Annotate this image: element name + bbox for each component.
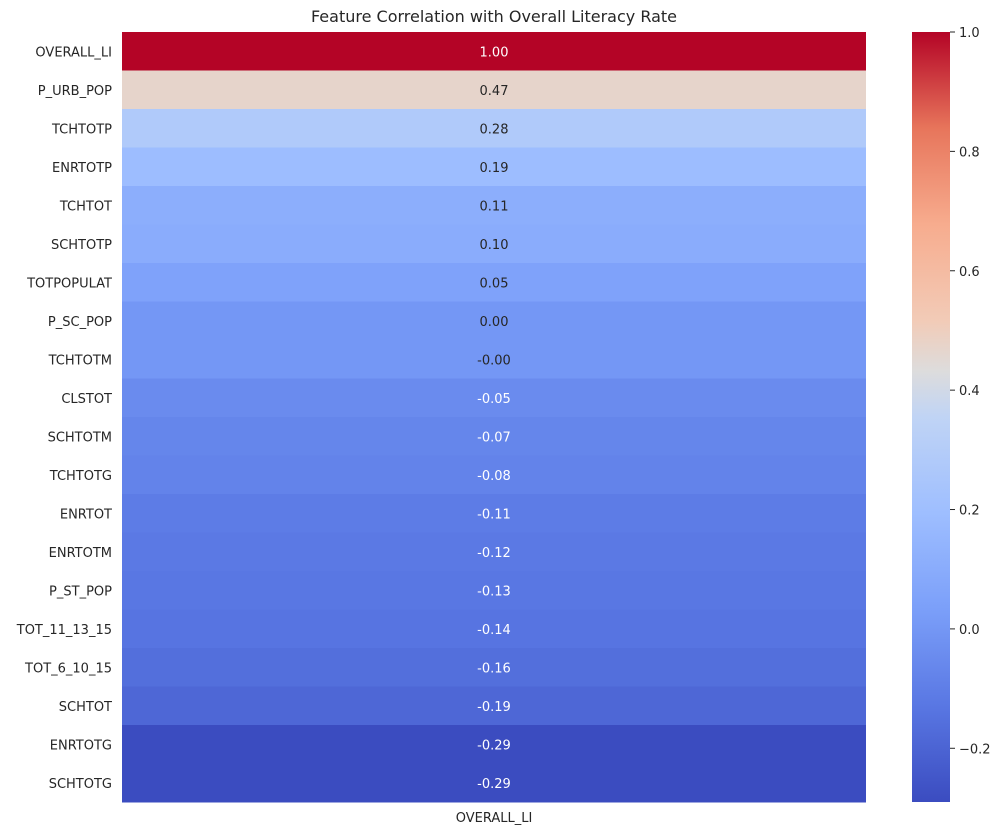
row-label: SCHTOT [59, 700, 112, 715]
cell-value-label: 0.28 [480, 122, 509, 137]
colorbar-tick-label: −0.2 [959, 742, 991, 757]
row-label: TOT_6_10_15 [24, 661, 112, 676]
heatmap-cell [122, 224, 866, 264]
heatmap-cell [122, 340, 866, 379]
row-label: ENRTOTP [52, 161, 112, 176]
cell-value-label: -0.19 [477, 700, 511, 715]
cell-value-label: -0.08 [477, 469, 511, 484]
heatmap-cell [122, 609, 866, 649]
row-label: TCHTOT [59, 199, 112, 214]
row-label: TCHTOTM [48, 353, 112, 368]
chart-title: Feature Correlation with Overall Literac… [311, 7, 677, 26]
cell-value-label: -0.11 [477, 507, 511, 522]
colorbar-tick-label: 1.0 [959, 26, 980, 41]
heatmap-cell [122, 32, 866, 71]
cell-value-label: 0.11 [480, 199, 509, 214]
row-label: TCHTOTG [49, 469, 112, 484]
row-label: SCHTOTG [49, 777, 112, 792]
row-label: ENRTOT [60, 507, 112, 522]
colorbar-tick-label: 0.8 [959, 145, 980, 160]
cell-value-label: 0.10 [480, 238, 509, 253]
colorbar-tick-label: 0.6 [959, 265, 980, 280]
colorbar-tick-label: 0.4 [959, 384, 980, 399]
cell-value-label: -0.29 [477, 777, 511, 792]
heatmap-cell [122, 147, 866, 187]
cell-value-label: 0.19 [480, 161, 509, 176]
heatmap-cell [122, 686, 866, 726]
heatmap-cell [122, 417, 866, 456]
heatmap-cell [122, 648, 866, 687]
colorbar-tick-label: 0.0 [959, 623, 980, 638]
row-label: SCHTOTP [51, 238, 112, 253]
cell-value-label: -0.14 [477, 623, 511, 638]
cell-value-label: -0.13 [477, 584, 511, 599]
cell-value-label: 0.00 [480, 315, 509, 330]
row-label: ENRTOTG [50, 738, 112, 753]
column-labels: OVERALL_LI [456, 811, 533, 826]
heatmap-cell [122, 763, 866, 803]
colorbar [912, 32, 950, 802]
row-label: ENRTOTM [49, 546, 112, 561]
heatmap-cell [122, 378, 866, 418]
row-label: P_ST_POP [49, 584, 112, 599]
row-label: SCHTOTM [48, 430, 112, 445]
row-label: OVERALL_LI [35, 45, 112, 60]
heatmap-cell [122, 109, 866, 148]
cell-value-label: -0.00 [477, 353, 511, 368]
cell-value-label: 1.00 [480, 45, 509, 60]
cell-value-label: 0.05 [480, 276, 509, 291]
column-label: OVERALL_LI [456, 811, 533, 826]
heatmap-cell [122, 725, 866, 764]
colorbar-tick-label: 0.2 [959, 504, 980, 519]
cell-value-label: -0.16 [477, 661, 511, 676]
row-label: TCHTOTP [51, 122, 112, 137]
heatmap-cells: 1.00 0.47 0.28 0.19 0.11 0.10 0.05 0.00 -0.00 -0.… [122, 32, 866, 803]
row-label: P_URB_POP [38, 84, 112, 99]
colorbar-ticks: −0.2 0.0 0.2 0.4 0.6 0.8 1.0 [950, 26, 991, 757]
row-label: P_SC_POP [48, 315, 112, 330]
row-label: CLSTOT [61, 392, 112, 407]
cell-value-label: 0.47 [480, 84, 509, 99]
cell-value-label: -0.12 [477, 546, 511, 561]
row-labels: OVERALL_LI P_URB_POP TCHTOTP ENRTOTP TCHTOT S… [16, 45, 112, 792]
heatmap-cell [122, 532, 866, 572]
heatmap-cell [122, 301, 866, 341]
cell-value-label: -0.07 [477, 430, 511, 445]
heatmap-cell [122, 571, 866, 610]
row-label: TOTPOPULAT [26, 276, 112, 291]
cell-value-label: -0.05 [477, 392, 511, 407]
cell-value-label: -0.29 [477, 738, 511, 753]
heatmap-cell [122, 263, 866, 302]
colorbar-gradient [912, 32, 950, 802]
heatmap-cell [122, 186, 866, 225]
heatmap-cell [122, 455, 866, 495]
heatmap-cell [122, 70, 866, 110]
row-label: TOT_11_13_15 [16, 623, 112, 638]
heatmap-cell [122, 494, 866, 533]
